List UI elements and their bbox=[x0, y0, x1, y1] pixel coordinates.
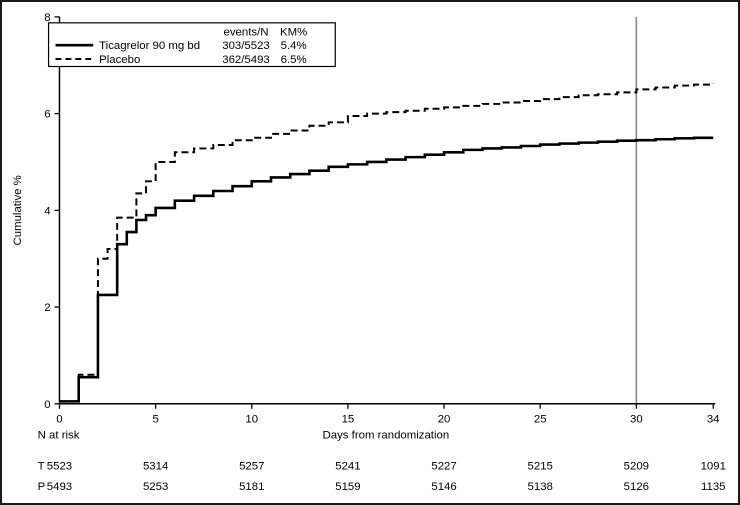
x-tick-label: 0 bbox=[56, 414, 62, 426]
at-risk-value: 5138 bbox=[528, 481, 553, 493]
x-tick-label: 20 bbox=[438, 414, 451, 426]
at-risk-value: 5181 bbox=[239, 481, 264, 493]
y-tick-label: 2 bbox=[44, 302, 50, 314]
x-tick-label: 34 bbox=[707, 414, 720, 426]
x-tick-label: 25 bbox=[534, 414, 547, 426]
at-risk-value: 5493 bbox=[47, 481, 72, 493]
at-risk-value: 5314 bbox=[143, 460, 168, 472]
series-dashed-curve bbox=[59, 83, 715, 403]
at-risk-value: 5241 bbox=[335, 460, 360, 472]
at-risk-value: 1135 bbox=[701, 481, 726, 493]
at-risk-value: 5227 bbox=[431, 460, 456, 472]
legend-km-placebo: 6.5% bbox=[281, 54, 307, 66]
y-tick-label: 6 bbox=[44, 109, 50, 121]
y-axis-label: Cumulative % bbox=[12, 175, 24, 245]
legend-events-ticagrelor: 303/5523 bbox=[222, 40, 270, 52]
x-tick-label: 15 bbox=[342, 414, 355, 426]
plot-static-layer: Cumulative % Days from randomization eve… bbox=[12, 22, 450, 494]
x-tick-label: 10 bbox=[245, 414, 258, 426]
x-tick-label: 30 bbox=[630, 414, 643, 426]
plot-dynamic-layer: 0 5 10 15 20 25 30 34 0 2 4 6 8 5523 5314 5257 5241 5227 5… bbox=[44, 12, 726, 493]
at-risk-value: 5209 bbox=[624, 460, 649, 472]
legend-km-ticagrelor: 5.4% bbox=[281, 40, 307, 52]
legend-header-events: events/N bbox=[224, 27, 269, 39]
series-solid-curve bbox=[59, 136, 714, 403]
at-risk-row-label-placebo: P bbox=[38, 481, 46, 493]
at-risk-value: 5253 bbox=[143, 481, 168, 493]
x-axis-label: Days from randomization bbox=[323, 430, 450, 442]
at-risk-value: 5215 bbox=[528, 460, 553, 472]
at-risk-value: 5159 bbox=[335, 481, 360, 493]
y-tick-label: 4 bbox=[44, 205, 50, 217]
legend: events/N KM% Ticagrelor 90 mg bd 303/552… bbox=[47, 22, 336, 68]
y-tick-label: 8 bbox=[44, 12, 50, 24]
at-risk-title: N at risk bbox=[38, 430, 80, 442]
at-risk-value: 5523 bbox=[47, 460, 72, 472]
legend-label-placebo: Placebo bbox=[99, 54, 140, 66]
legend-header-km: KM% bbox=[280, 27, 307, 39]
at-risk-table: N at risk T P bbox=[38, 430, 80, 494]
legend-label-ticagrelor: Ticagrelor 90 mg bd bbox=[99, 40, 200, 52]
at-risk-value: 5146 bbox=[431, 481, 456, 493]
at-risk-value: 5257 bbox=[239, 460, 264, 472]
at-risk-row-label-ticagrelor: T bbox=[38, 460, 45, 472]
legend-events-placebo: 362/5493 bbox=[222, 54, 270, 66]
at-risk-value: 5126 bbox=[624, 481, 649, 493]
x-tick-label: 5 bbox=[152, 414, 158, 426]
at-risk-value: 1091 bbox=[701, 460, 726, 472]
legend-box bbox=[47, 22, 336, 68]
y-tick-label: 0 bbox=[44, 399, 50, 411]
